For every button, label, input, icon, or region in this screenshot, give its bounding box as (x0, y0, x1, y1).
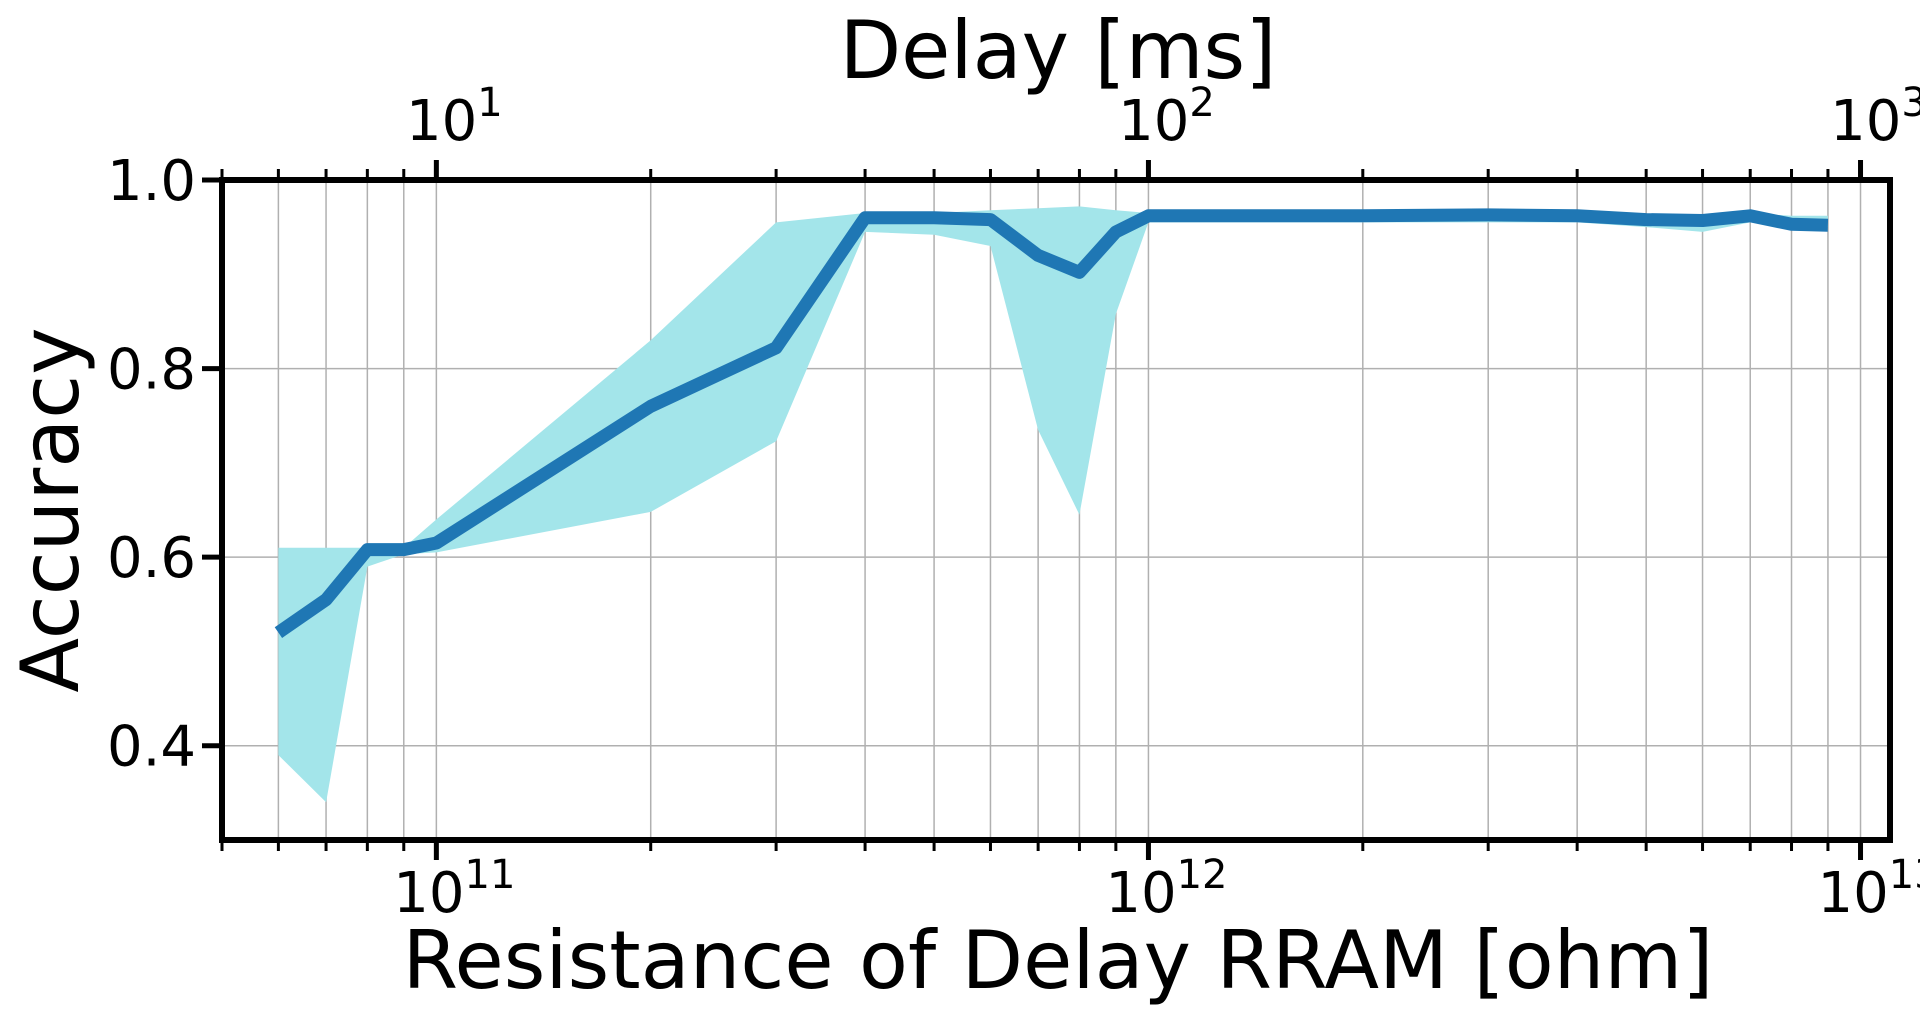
bottom-axis-title: Resistance of Delay RRAM [ohm] (402, 914, 1713, 1007)
tick-label-base: 10 (1830, 89, 1901, 154)
y-tick-label: 0.4 (107, 715, 196, 780)
top-axis-title: Delay [ms] (840, 4, 1277, 97)
tick-label-base: 10 (406, 89, 477, 154)
tick-labels: 1011101210131011021030.40.60.81.0 (107, 80, 1920, 926)
tick-label-exponent: 12 (1177, 852, 1228, 898)
tick-label-exponent: 13 (1889, 852, 1920, 898)
y-axis-title: Accuracy (4, 327, 97, 692)
accuracy-line (274, 208, 1829, 638)
tick-label-exponent: 1 (477, 80, 502, 126)
x2-tick-label: 101 (406, 80, 503, 154)
confidence-band (278, 206, 1828, 803)
x-tick-label: 1013 (1817, 852, 1920, 926)
tick-label-exponent: 11 (465, 852, 516, 898)
tick-label-exponent: 2 (1189, 80, 1214, 126)
x-tick-label: 1011 (393, 852, 515, 926)
x2-tick-label: 103 (1830, 80, 1920, 154)
tick-label-base: 10 (393, 861, 464, 926)
plot-frame (219, 177, 1893, 843)
series-lines (274, 208, 1829, 638)
grid-lines (221, 179, 1890, 840)
x2-tick-label: 102 (1118, 80, 1215, 154)
tick-label-exponent: 3 (1901, 80, 1920, 126)
x-tick-label: 1012 (1105, 852, 1227, 926)
y-tick-label: 0.6 (107, 526, 196, 591)
y-tick-label: 1.0 (107, 149, 196, 214)
tick-label-base: 10 (1118, 89, 1189, 154)
tick-label-base: 10 (1817, 861, 1888, 926)
y-tick-label: 0.8 (107, 338, 196, 403)
tick-label-base: 10 (1105, 861, 1176, 926)
confidence-bands (278, 206, 1828, 803)
